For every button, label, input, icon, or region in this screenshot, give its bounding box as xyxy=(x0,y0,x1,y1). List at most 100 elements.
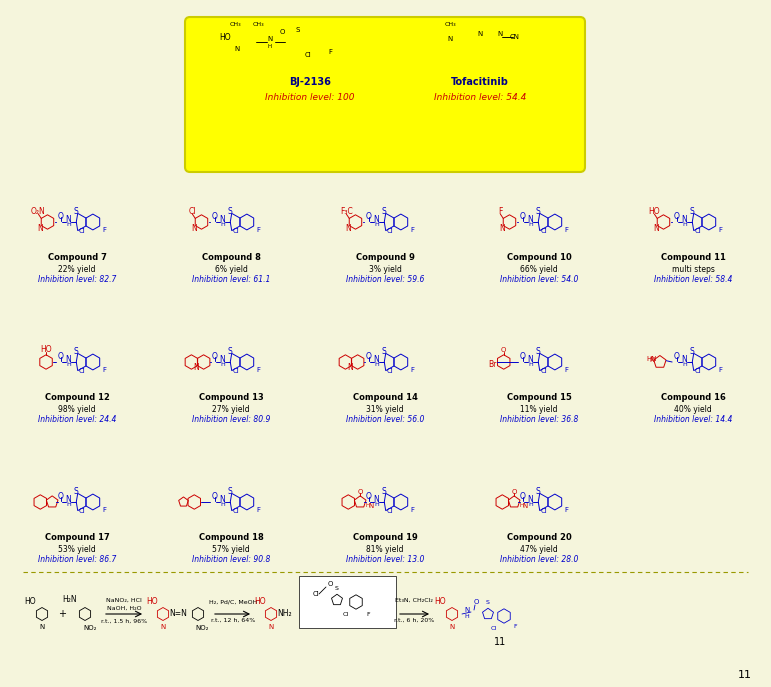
Text: Cl: Cl xyxy=(343,613,349,618)
Text: N: N xyxy=(268,624,274,630)
Text: HO: HO xyxy=(24,598,35,607)
Text: F₃C: F₃C xyxy=(340,207,353,216)
Text: F: F xyxy=(498,207,503,216)
Text: Inhibition level: 82.7: Inhibition level: 82.7 xyxy=(38,275,116,284)
Text: 31% yield: 31% yield xyxy=(366,405,404,414)
Text: Cl: Cl xyxy=(305,52,311,58)
Text: Tofacitinib: Tofacitinib xyxy=(451,77,509,87)
Text: 40% yield: 40% yield xyxy=(674,405,712,414)
Text: N: N xyxy=(373,215,379,225)
Text: H: H xyxy=(366,503,370,508)
Text: 53% yield: 53% yield xyxy=(58,545,96,554)
Text: Compound 20: Compound 20 xyxy=(507,532,571,541)
Text: S: S xyxy=(73,207,78,216)
Text: F: F xyxy=(564,227,569,234)
Text: F: F xyxy=(103,227,106,234)
Text: 81% yield: 81% yield xyxy=(366,545,404,554)
Text: Cl: Cl xyxy=(79,508,86,514)
Text: N: N xyxy=(66,495,71,504)
Text: Inhibition level: 86.7: Inhibition level: 86.7 xyxy=(38,556,116,565)
Text: Cl: Cl xyxy=(541,228,547,234)
Text: N: N xyxy=(373,495,379,504)
Text: HO: HO xyxy=(648,207,660,216)
Text: O: O xyxy=(674,352,679,361)
Text: N: N xyxy=(345,223,352,233)
Text: F: F xyxy=(411,368,415,373)
Text: Cl: Cl xyxy=(387,368,394,374)
Text: Inhibition level: 36.8: Inhibition level: 36.8 xyxy=(500,416,578,425)
Text: H: H xyxy=(528,502,533,506)
Text: H: H xyxy=(465,614,470,620)
Text: N: N xyxy=(268,36,273,42)
Text: Et₃N, CH₂Cl₂: Et₃N, CH₂Cl₂ xyxy=(395,598,433,602)
Text: Cl: Cl xyxy=(491,627,497,631)
Text: Compound 7: Compound 7 xyxy=(48,253,106,262)
Text: N: N xyxy=(220,355,225,364)
Text: H: H xyxy=(66,502,71,506)
Text: 3% yield: 3% yield xyxy=(369,264,402,273)
Text: F: F xyxy=(103,368,106,373)
Text: H: H xyxy=(682,361,687,367)
Text: O: O xyxy=(211,492,217,501)
Text: S: S xyxy=(227,207,232,216)
Text: S: S xyxy=(381,347,386,356)
Text: F: F xyxy=(257,507,261,513)
FancyBboxPatch shape xyxy=(185,17,585,172)
Text: 11: 11 xyxy=(494,637,506,647)
Text: Compound 18: Compound 18 xyxy=(199,532,264,541)
Text: F: F xyxy=(411,227,415,234)
Text: Cl: Cl xyxy=(541,368,547,374)
Text: O: O xyxy=(211,352,217,361)
Text: Cl: Cl xyxy=(387,228,394,234)
Text: S: S xyxy=(381,486,386,496)
Text: Inhibition level: 54.0: Inhibition level: 54.0 xyxy=(500,275,578,284)
Text: H: H xyxy=(268,43,272,49)
Text: 22% yield: 22% yield xyxy=(59,264,96,273)
Text: Inhibition level: 13.0: Inhibition level: 13.0 xyxy=(346,556,424,565)
Text: O: O xyxy=(511,489,517,495)
Text: H: H xyxy=(220,502,224,506)
Text: N: N xyxy=(348,363,353,372)
Text: BJ-2136: BJ-2136 xyxy=(289,77,331,87)
Text: 11: 11 xyxy=(738,670,752,680)
Text: F: F xyxy=(257,368,261,373)
Text: CH₃: CH₃ xyxy=(252,23,264,27)
Text: H: H xyxy=(220,361,224,367)
Text: O: O xyxy=(365,352,372,361)
Text: N: N xyxy=(220,495,225,504)
Text: F: F xyxy=(328,49,332,55)
Text: Inhibition level: 100: Inhibition level: 100 xyxy=(265,93,355,102)
Text: Cl: Cl xyxy=(387,508,394,514)
Text: Cl: Cl xyxy=(79,228,86,234)
Text: N: N xyxy=(682,355,687,364)
Text: r.t., 12 h, 64%: r.t., 12 h, 64% xyxy=(211,618,255,622)
Text: r.t., 6 h, 20%: r.t., 6 h, 20% xyxy=(394,618,434,622)
Text: F: F xyxy=(564,507,569,513)
Text: Compound 13: Compound 13 xyxy=(199,392,264,401)
Text: O: O xyxy=(501,348,507,354)
Text: N: N xyxy=(527,355,534,364)
Text: Inhibition level: 58.4: Inhibition level: 58.4 xyxy=(654,275,732,284)
Text: N: N xyxy=(464,607,470,613)
Text: Inhibition level: 28.0: Inhibition level: 28.0 xyxy=(500,556,578,565)
Text: Compound 16: Compound 16 xyxy=(661,392,726,401)
Text: H: H xyxy=(374,502,379,506)
Text: Inhibition level: 56.0: Inhibition level: 56.0 xyxy=(346,416,424,425)
Text: O₂N: O₂N xyxy=(31,207,45,216)
Text: H: H xyxy=(520,503,524,508)
Text: Compound 17: Compound 17 xyxy=(45,532,109,541)
Text: N: N xyxy=(649,357,654,363)
Text: O: O xyxy=(211,212,217,221)
Text: 27% yield: 27% yield xyxy=(212,405,250,414)
Text: S: S xyxy=(486,600,490,605)
Text: H: H xyxy=(374,222,379,227)
Text: H: H xyxy=(220,222,224,227)
Text: 47% yield: 47% yield xyxy=(520,545,558,554)
Text: H: H xyxy=(682,222,687,227)
Text: Inhibition level: 14.4: Inhibition level: 14.4 xyxy=(654,416,732,425)
Text: F: F xyxy=(719,227,722,234)
Text: HO: HO xyxy=(219,32,231,41)
Text: N: N xyxy=(66,215,71,225)
Text: multi steps: multi steps xyxy=(672,264,715,273)
Text: O: O xyxy=(58,352,63,361)
